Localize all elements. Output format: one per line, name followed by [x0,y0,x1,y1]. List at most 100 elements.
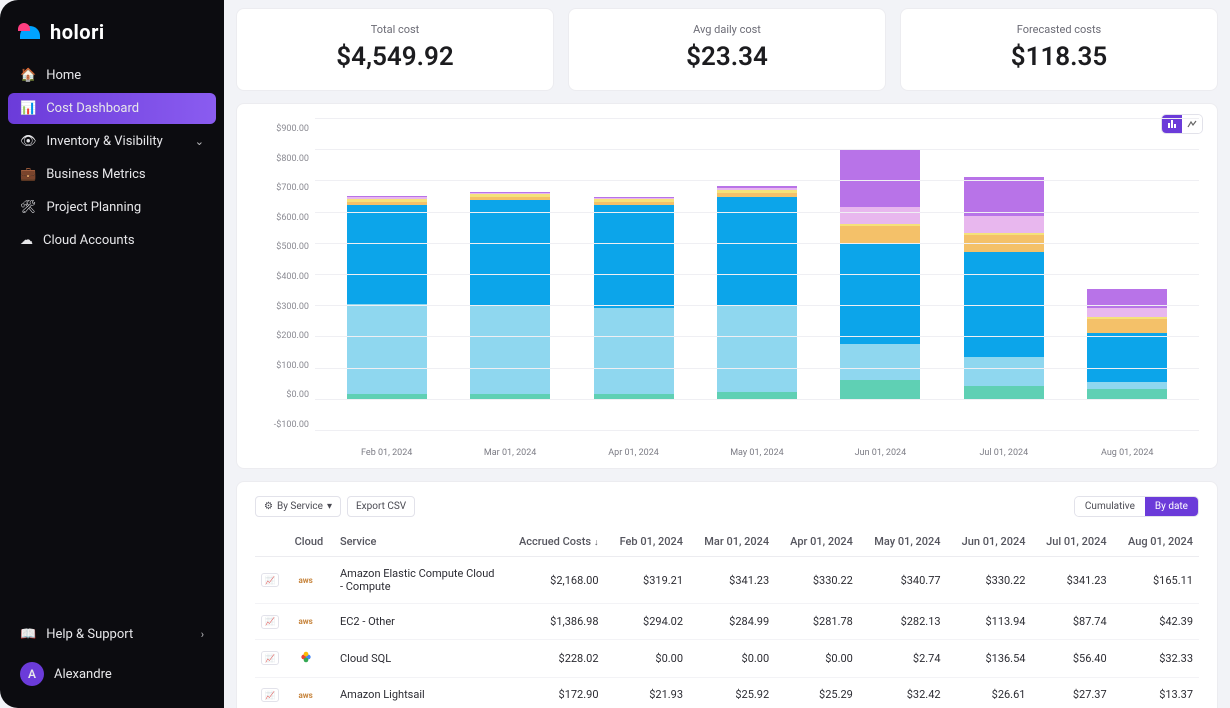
service-name: EC2 - Other [334,604,502,640]
book-icon: 📖 [20,627,36,642]
sidebar-item-label: Inventory & Visibility [47,134,163,149]
bar-segment-lightblue [840,344,920,380]
chevron-down-icon: ⌄ [195,135,204,148]
cost-cell: $165.11 [1113,557,1199,604]
bar-segment-pink [840,207,920,224]
table-toolbar: ⚙ By Service ▾ Export CSV Cumulative By … [255,496,1199,517]
table-header[interactable]: Apr 01, 2024 [775,527,859,557]
x-tick-label: Apr 01, 2024 [594,448,674,458]
sidebar-item-cost-dashboard[interactable]: 📊 Cost Dashboard [8,93,216,124]
table-header[interactable]: Feb 01, 2024 [605,527,690,557]
holori-logo-icon [18,20,42,44]
cost-cell: $282.13 [859,604,947,640]
x-tick-label: Aug 01, 2024 [1087,448,1167,458]
bar-stack[interactable] [964,177,1044,399]
x-tick-label: Jul 01, 2024 [964,448,1044,458]
table-header[interactable]: Service [334,527,502,557]
bar-segment-blue [347,205,427,303]
table-row: 📈awsEC2 - Other$1,386.98$294.02$284.99$2… [255,604,1199,640]
by-date-button[interactable]: By date [1145,497,1198,516]
cost-cell: $21.93 [605,677,690,708]
bar-segment-purple [964,177,1044,216]
caret-down-icon: ▾ [327,501,332,512]
main-content: Total cost$4,549.92Avg daily cost$23.34F… [224,0,1230,708]
cost-cell: $113.94 [947,604,1032,640]
sidebar-item-label: Business Metrics [46,167,145,182]
cost-cell: $26.61 [947,677,1032,708]
table-header[interactable]: May 01, 2024 [859,527,947,557]
table-header[interactable]: Aug 01, 2024 [1113,527,1199,557]
bar-segment-pink [1087,308,1167,317]
sidebar-item-inventory-visibility[interactable]: 👁Inventory & Visibility⌄ [8,126,216,157]
sidebar-item-home[interactable]: 🏠Home [8,60,216,91]
sidebar-nav: 🏠Home📊Cost Dashboard👁Inventory & Visibil… [8,60,216,256]
kpi-card: Avg daily cost$23.34 [568,8,886,91]
table-header[interactable]: Jun 01, 2024 [947,527,1032,557]
row-chart-icon[interactable]: 📈 [261,688,279,702]
y-tick-label: $200.00 [276,331,309,341]
y-tick-label: $800.00 [276,154,309,164]
kpi-label: Forecasted costs [901,23,1217,36]
gear-icon: ⚙ [264,501,273,512]
bar-segment-teal [964,386,1044,398]
service-name: Cloud SQL [334,639,502,677]
accrued-cost: $228.02 [502,639,605,677]
sidebar-item-label: Cloud Accounts [43,233,135,248]
sidebar-item-label: Project Planning [47,200,142,215]
bar-segment-blue [717,197,797,305]
cost-cell: $319.21 [605,557,690,604]
cost-cell: $340.77 [859,557,947,604]
sidebar-item-cloud-accounts[interactable]: ☁Cloud Accounts [8,225,216,256]
cost-cell: $25.92 [689,677,775,708]
brand-logo: holori [8,12,216,60]
sidebar: holori 🏠Home📊Cost Dashboard👁Inventory & … [0,0,224,708]
cost-cell: $42.39 [1113,604,1199,640]
accrued-cost: $1,386.98 [502,604,605,640]
table-row: 📈awsAmazon Elastic Compute Cloud - Compu… [255,557,1199,604]
help-support-link[interactable]: 📖 Help & Support › [8,617,216,652]
y-tick-label: $300.00 [276,302,309,312]
table-header[interactable] [255,527,289,557]
service-name: Amazon Lightsail [334,677,502,708]
bar-segment-blue [470,200,550,305]
bar-segment-blue [840,243,920,344]
table-header[interactable]: Mar 01, 2024 [689,527,775,557]
bar-segment-lightblue [964,357,1044,387]
cost-cell: $27.37 [1031,677,1112,708]
y-tick-label: $700.00 [276,183,309,193]
table-header[interactable]: Accrued Costs↓ [502,527,605,557]
table-header[interactable]: Cloud [289,527,334,557]
sidebar-item-project-planning[interactable]: 🛠Project Planning [8,192,216,223]
row-chart-icon[interactable]: 📈 [261,573,279,587]
brand-name: holori [50,20,105,44]
cost-cell: $13.37 [1113,677,1199,708]
sidebar-item-label: Cost Dashboard [46,101,139,116]
kpi-card: Forecasted costs$118.35 [900,8,1218,91]
kpi-value: $4,549.92 [237,42,553,72]
bar-segment-lightblue [1087,382,1167,390]
cost-cell: $281.78 [775,604,859,640]
group-by-button[interactable]: ⚙ By Service ▾ [255,496,341,517]
bar-segment-orange [1087,319,1167,333]
row-chart-icon[interactable]: 📈 [261,651,279,665]
chart-icon: 📊 [20,101,36,116]
gcp-icon [295,650,317,664]
cost-table-card: ⚙ By Service ▾ Export CSV Cumulative By … [236,481,1218,708]
y-tick-label: $600.00 [276,213,309,223]
kpi-value: $23.34 [569,42,885,72]
bar-column [964,177,1044,399]
bar-segment-teal [840,380,920,399]
kpi-card: Total cost$4,549.92 [236,8,554,91]
row-chart-icon[interactable]: 📈 [261,615,279,629]
cost-cell: $341.23 [689,557,775,604]
cumulative-button[interactable]: Cumulative [1075,497,1145,516]
user-menu[interactable]: A Alexandre [8,652,216,696]
bar-segment-purple [840,149,920,207]
export-csv-button[interactable]: Export CSV [347,496,415,517]
table-header[interactable]: Jul 01, 2024 [1031,527,1112,557]
view-mode-toggle: Cumulative By date [1074,496,1199,517]
sidebar-item-business-metrics[interactable]: 💼Business Metrics [8,159,216,190]
y-tick-label: $900.00 [276,124,309,134]
bar-segment-lightblue [470,306,550,394]
accrued-cost: $172.90 [502,677,605,708]
